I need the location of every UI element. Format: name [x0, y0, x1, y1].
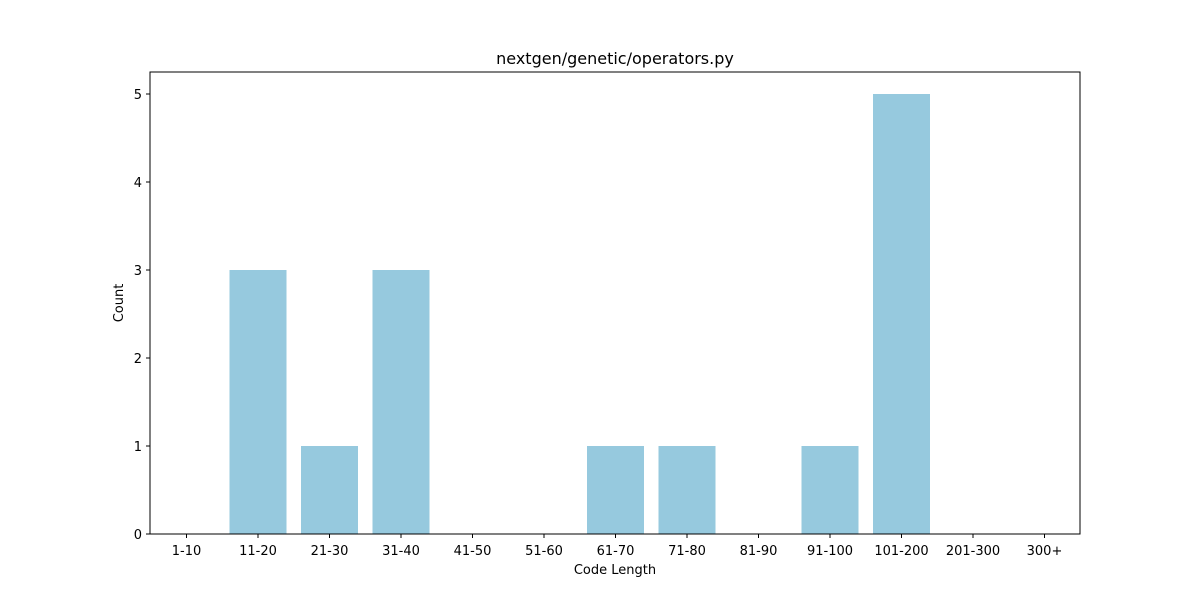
- bar-71-80: [658, 446, 716, 534]
- bar-11-20: [229, 270, 287, 534]
- bars-group: [229, 94, 930, 534]
- chart-title: nextgen/genetic/operators.py: [496, 49, 734, 68]
- bar-91-100: [801, 446, 859, 534]
- y-tick-label: 5: [134, 88, 142, 103]
- x-tick-label: 51-60: [525, 544, 563, 559]
- y-axis-label: Count: [112, 284, 127, 323]
- x-tick-label: 71-80: [668, 544, 706, 559]
- y-tick-label: 0: [134, 528, 142, 543]
- y-tick-label: 2: [134, 352, 142, 367]
- x-axis-label: Code Length: [574, 563, 656, 578]
- x-tick-label: 1-10: [172, 544, 202, 559]
- y-axis-ticks: 0 1 2 3 4 5: [134, 88, 150, 543]
- x-tick-label: 91-100: [807, 544, 853, 559]
- bar-61-70: [587, 446, 644, 534]
- x-tick-label: 11-20: [239, 544, 277, 559]
- x-tick-label: 300+: [1027, 544, 1063, 559]
- x-tick-label: 31-40: [382, 544, 420, 559]
- bar-31-40: [372, 270, 430, 534]
- x-axis-ticks: 1-10 11-20 21-30 31-40 41-50 51-60 61-70 71-80 8…: [172, 534, 1063, 559]
- x-tick-label: 41-50: [454, 544, 492, 559]
- x-tick-label: 61-70: [597, 544, 635, 559]
- y-tick-label: 1: [134, 440, 142, 455]
- x-tick-label: 201-300: [946, 544, 1000, 559]
- bar-21-30: [301, 446, 358, 534]
- y-tick-label: 4: [134, 176, 142, 191]
- x-tick-label: 81-90: [740, 544, 778, 559]
- x-tick-label: 101-200: [874, 544, 928, 559]
- y-tick-label: 3: [134, 264, 142, 279]
- plot-frame: [149, 71, 1081, 535]
- x-tick-label: 21-30: [311, 544, 349, 559]
- bar-101-200: [873, 94, 930, 534]
